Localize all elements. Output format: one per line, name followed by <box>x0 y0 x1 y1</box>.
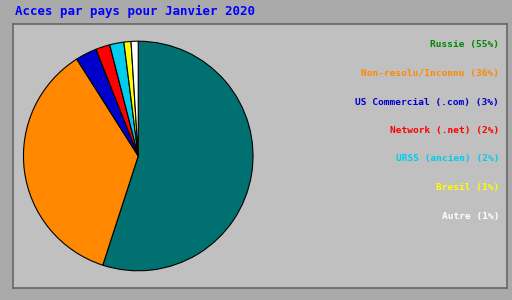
Text: URSS (ancien) (2%): URSS (ancien) (2%) <box>396 154 499 164</box>
Text: Russie (55%): Russie (55%) <box>430 40 499 50</box>
Wedge shape <box>110 42 138 156</box>
Wedge shape <box>24 59 138 265</box>
Wedge shape <box>77 49 138 156</box>
Wedge shape <box>96 45 138 156</box>
Text: US Commercial (.com) (3%): US Commercial (.com) (3%) <box>355 98 499 106</box>
Text: Network (.net) (2%): Network (.net) (2%) <box>390 126 499 135</box>
Text: Acces par pays pour Janvier 2020: Acces par pays pour Janvier 2020 <box>15 5 255 18</box>
Text: Autre (1%): Autre (1%) <box>442 212 499 220</box>
Wedge shape <box>131 41 138 156</box>
Text: Non-resolu/Inconnu (36%): Non-resolu/Inconnu (36%) <box>361 69 499 78</box>
Wedge shape <box>103 41 253 271</box>
Wedge shape <box>124 41 138 156</box>
Text: Bresil (1%): Bresil (1%) <box>436 183 499 192</box>
